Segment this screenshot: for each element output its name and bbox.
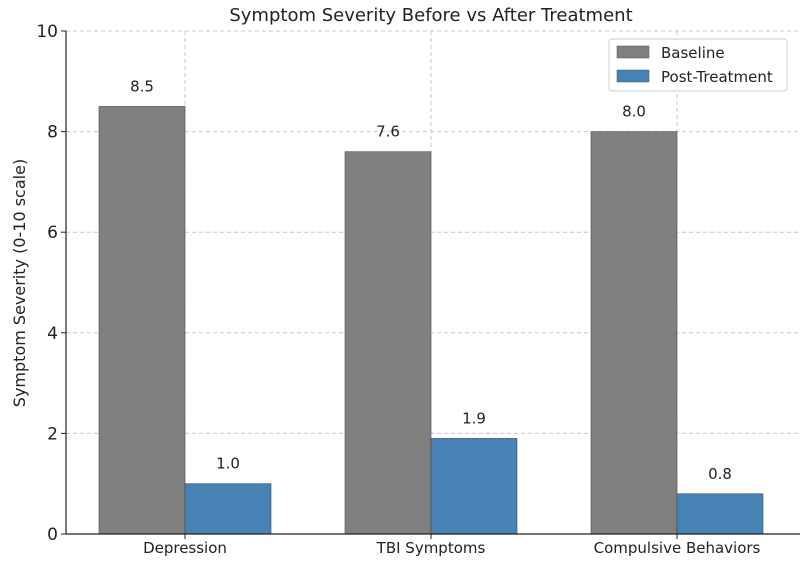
- y-axis-label: Symptom Severity (0-10 scale): [10, 159, 29, 407]
- legend-swatch-post-treatment: [616, 69, 650, 83]
- x-tick-label-depression: Depression: [143, 539, 227, 557]
- bar-post-treatment-depression: [184, 483, 272, 535]
- y-tick-label: 2: [47, 424, 58, 444]
- x-tick-label-compulsive-behaviors: Compulsive Behaviors: [594, 539, 761, 557]
- y-axis-ticks: 0 2 4 6 8 10: [36, 22, 66, 545]
- x-axis-ticks: Depression TBI Symptoms Compulsive Behavio…: [143, 534, 761, 557]
- y-tick-label: 6: [47, 223, 58, 243]
- legend-swatch-baseline: [616, 45, 650, 59]
- legend-frame: [608, 38, 788, 92]
- data-labels: 8.5 7.6 8.0 1.0 1.9 0.8: [130, 77, 732, 482]
- bar-post-treatment-compulsive-behaviors: [676, 493, 764, 535]
- data-label-baseline-tbi-symptoms: 7.6: [376, 123, 400, 141]
- data-label-post-treatment-depression: 1.0: [216, 455, 240, 473]
- legend-label-baseline: Baseline: [661, 44, 725, 62]
- y-tick-label: 8: [47, 123, 58, 143]
- data-label-baseline-depression: 8.5: [130, 77, 154, 95]
- y-tick-label: 10: [36, 22, 58, 42]
- x-tick-label-tbi-symptoms: TBI Symptoms: [376, 539, 486, 557]
- legend: Baseline Post-Treatment: [608, 38, 788, 92]
- bar-post-treatment-tbi-symptoms: [430, 438, 518, 535]
- chart-title: Symptom Severity Before vs After Treatme…: [229, 5, 632, 26]
- data-label-post-treatment-tbi-symptoms: 1.9: [462, 409, 486, 427]
- y-tick-label: 4: [47, 324, 58, 344]
- y-tick-label: 0: [47, 525, 58, 545]
- data-label-baseline-compulsive-behaviors: 8.0: [622, 103, 646, 121]
- data-label-post-treatment-compulsive-behaviors: 0.8: [708, 465, 732, 483]
- bar-baseline-tbi-symptoms: [344, 151, 432, 535]
- bar-baseline-compulsive-behaviors: [590, 131, 678, 535]
- bar-baseline-depression: [98, 106, 186, 535]
- bars: [98, 106, 764, 535]
- grid-lines: [66, 30, 800, 534]
- legend-label-post-treatment: Post-Treatment: [661, 68, 773, 86]
